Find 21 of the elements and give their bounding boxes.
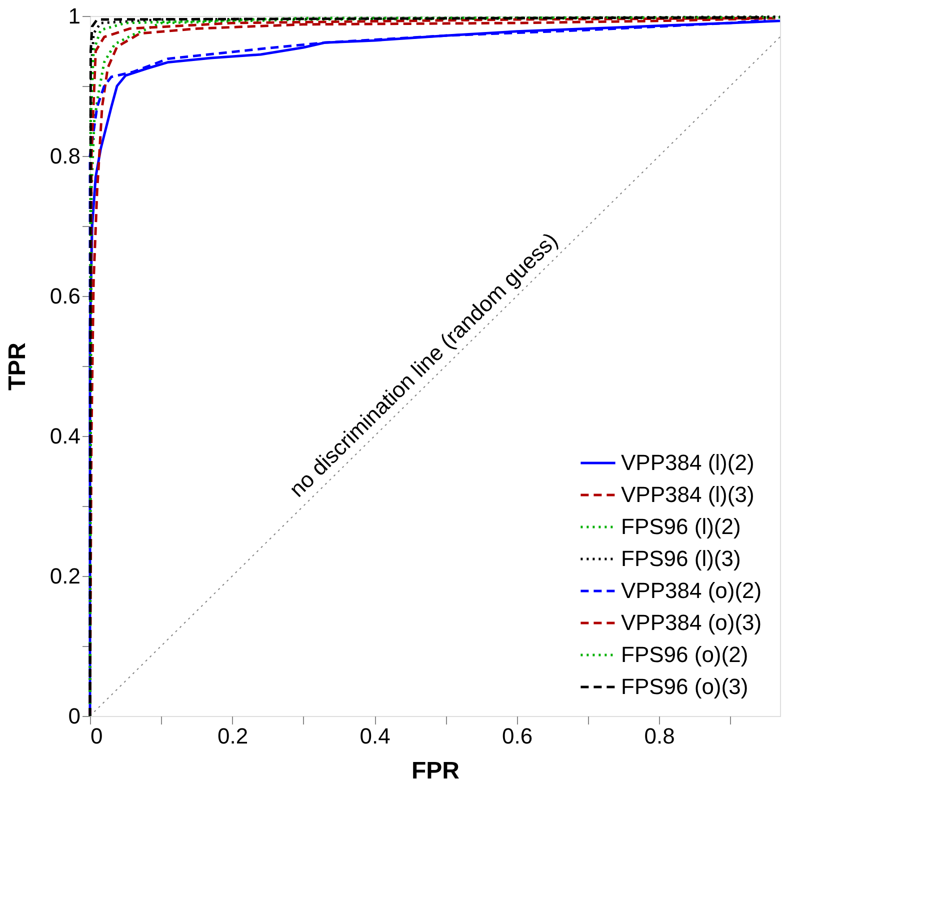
legend-label: FPS96 (l)(3) (621, 546, 741, 571)
legend-label: FPS96 (o)(2) (621, 642, 748, 667)
y-tick-label: 0.6 (50, 284, 80, 308)
legend-label: FPS96 (l)(2) (621, 514, 741, 539)
y-tick-label: 0.4 (50, 424, 80, 448)
y-axis-title: TPR (4, 342, 31, 390)
y-tick-label: 0 (68, 704, 80, 728)
legend-label: VPP384 (o)(3) (621, 610, 762, 635)
x-tick-label: 0.2 (217, 724, 248, 748)
legend-label: FPS96 (o)(3) (621, 674, 748, 699)
x-axis-title: FPR (412, 758, 460, 784)
x-tick-label: 0.4 (360, 724, 390, 748)
y-tick-label: 1 (68, 4, 80, 28)
y-tick-label: 0.8 (50, 144, 80, 168)
x-tick-label: 0.6 (502, 724, 533, 748)
legend-label: VPP384 (l)(3) (621, 482, 754, 507)
y-tick-label: 0.2 (50, 564, 80, 588)
x-tick-label: 0 (90, 724, 103, 748)
legend-label: VPP384 (l)(2) (621, 450, 754, 475)
x-tick-label: 0.8 (644, 724, 675, 748)
legend-label: VPP384 (o)(2) (621, 578, 762, 603)
